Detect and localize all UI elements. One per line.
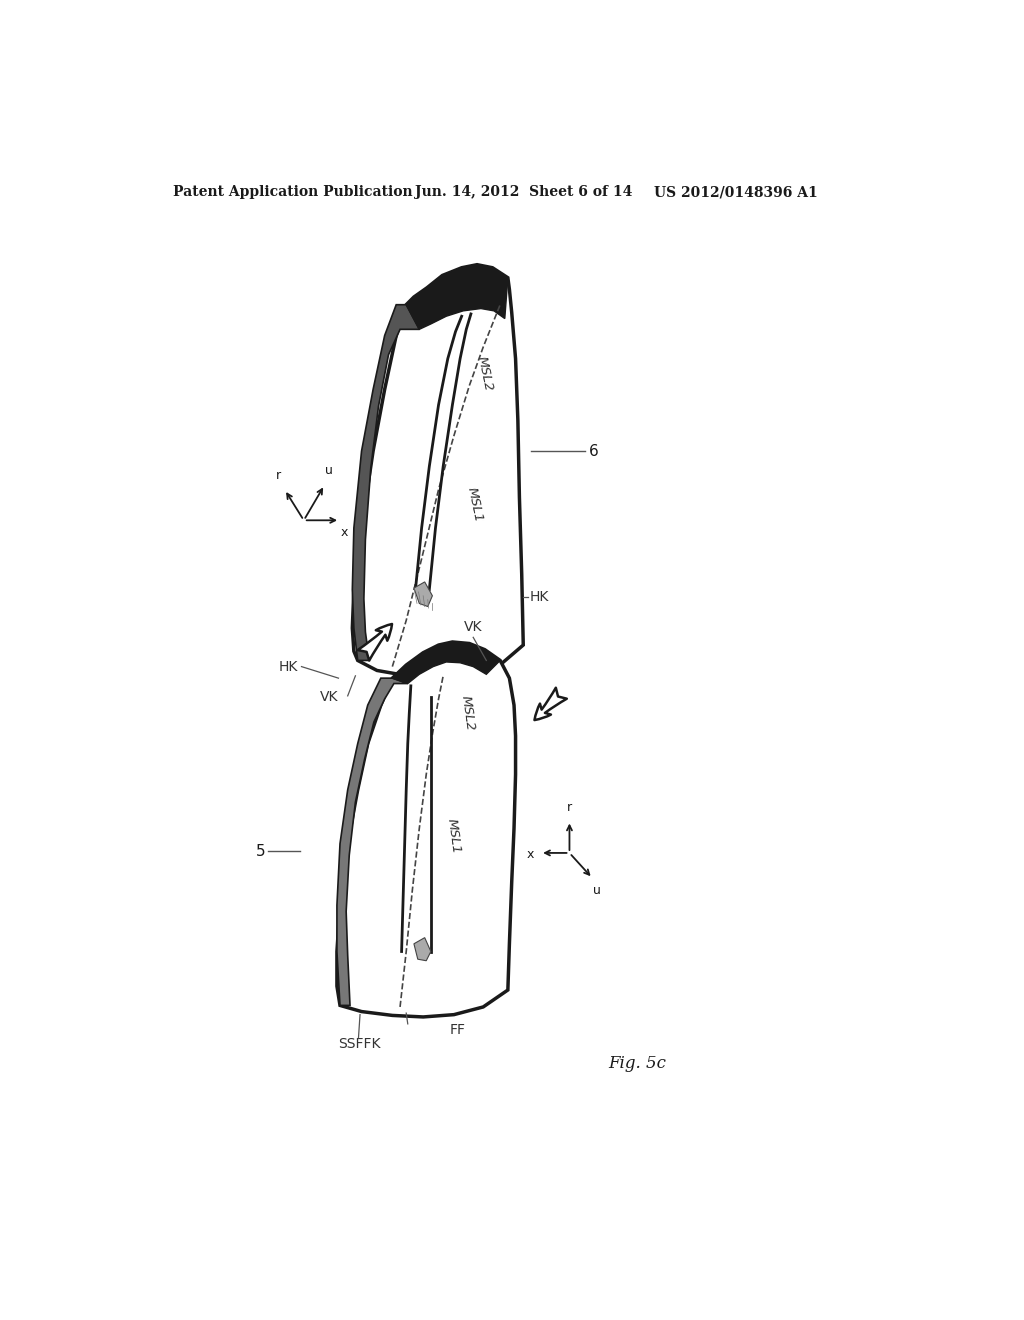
Text: HK: HK: [529, 590, 549, 605]
Polygon shape: [392, 642, 500, 684]
Text: 5: 5: [256, 843, 265, 859]
Polygon shape: [407, 264, 508, 330]
Text: VK: VK: [464, 620, 482, 635]
Text: US 2012/0148396 A1: US 2012/0148396 A1: [654, 185, 818, 199]
Text: HK: HK: [280, 660, 298, 673]
Text: 6: 6: [589, 444, 598, 458]
Text: FF: FF: [454, 684, 470, 698]
Polygon shape: [414, 582, 432, 607]
Text: u: u: [593, 884, 601, 896]
Text: MSL2: MSL2: [459, 694, 477, 731]
Text: Patent Application Publication: Patent Application Publication: [173, 185, 413, 199]
Text: Jun. 14, 2012  Sheet 6 of 14: Jun. 14, 2012 Sheet 6 of 14: [416, 185, 633, 199]
Polygon shape: [414, 937, 431, 961]
Polygon shape: [352, 264, 523, 676]
Text: FF: FF: [451, 1023, 466, 1038]
Text: MSL1: MSL1: [445, 817, 463, 854]
Text: SSFFK: SSFFK: [339, 1038, 381, 1051]
Text: DSFFK: DSFFK: [388, 698, 433, 711]
Text: r: r: [275, 469, 281, 482]
Polygon shape: [352, 305, 419, 660]
Text: r: r: [567, 801, 572, 814]
Text: x: x: [526, 847, 535, 861]
Text: MSL1: MSL1: [465, 486, 484, 524]
Text: VK: VK: [319, 690, 339, 705]
Text: Fig. 5c: Fig. 5c: [608, 1055, 666, 1072]
Text: MSL2: MSL2: [475, 355, 495, 393]
Polygon shape: [337, 642, 515, 1016]
Text: x: x: [341, 527, 348, 540]
Polygon shape: [337, 678, 408, 1006]
Text: u: u: [326, 465, 333, 478]
